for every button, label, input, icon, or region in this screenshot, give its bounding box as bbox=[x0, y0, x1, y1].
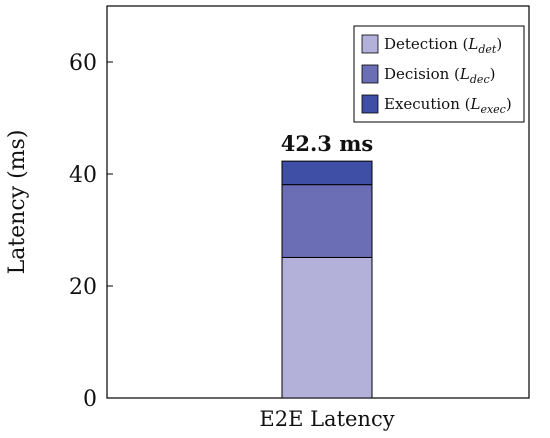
total-value-label: 42.3 ms bbox=[281, 131, 374, 156]
bar-segment-execution bbox=[281, 160, 373, 186]
bar-segments bbox=[281, 160, 373, 399]
legend: Detection (Ldet) Decision (Ldec) Execution… bbox=[353, 25, 525, 123]
legend-box bbox=[353, 25, 525, 123]
legend-label-decision: Decision (Ldec) bbox=[384, 65, 495, 86]
y-axis-ticks: 0 20 40 60 bbox=[69, 51, 113, 412]
legend-swatch-decision bbox=[361, 64, 379, 84]
legend-swatch-execution bbox=[361, 94, 379, 114]
legend-label-execution: Execution (Lexec) bbox=[384, 95, 512, 116]
y-tick-label: 0 bbox=[83, 387, 97, 412]
y-tick-label: 60 bbox=[69, 51, 97, 76]
y-tick-label: 40 bbox=[69, 163, 97, 188]
y-axis-title: Latency (ms) bbox=[5, 130, 30, 275]
bar-segment-detection bbox=[281, 256, 373, 399]
y-tick-label: 20 bbox=[69, 275, 97, 300]
x-category-label: E2E Latency bbox=[259, 407, 394, 431]
bar-segment-decision bbox=[281, 184, 373, 258]
legend-swatch-detection bbox=[361, 34, 379, 54]
legend-label-detection: Detection (Ldet) bbox=[384, 35, 502, 56]
